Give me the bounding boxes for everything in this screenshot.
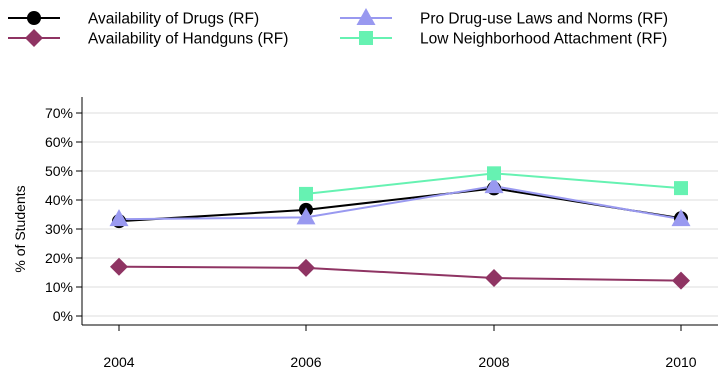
y-tick-label: 0% (53, 308, 73, 324)
x-ticks: 2004 2006 2008 2010 (103, 325, 696, 370)
legend-label: Pro Drug-use Laws and Norms (RF) (420, 11, 668, 28)
y-tick-label: 60% (45, 134, 73, 150)
y-tick-label: 10% (45, 279, 73, 295)
legend-label: Availability of Drugs (RF) (88, 11, 259, 28)
data-point (674, 181, 688, 195)
legend-marker (25, 29, 43, 47)
y-tick-label: 40% (45, 192, 73, 208)
legend-marker (27, 11, 41, 25)
legend-label: Low Neighborhood Attachment (RF) (420, 31, 667, 48)
series-line (119, 186, 681, 219)
y-tick-label: 20% (45, 250, 73, 266)
y-ticks: 0% 10% 20% 30% 40% 50% 60% 70% (45, 105, 82, 324)
x-tick-label: 2010 (665, 354, 696, 370)
y-tick-label: 50% (45, 163, 73, 179)
series-markers (110, 166, 691, 289)
legend-item: Low Neighborhood Attachment (RF) (340, 31, 667, 48)
series-line (119, 267, 681, 281)
data-point (485, 269, 503, 287)
data-point (487, 166, 501, 180)
data-point (110, 258, 128, 276)
grid-lines (82, 113, 718, 316)
y-tick-label: 30% (45, 221, 73, 237)
legend-item: Pro Drug-use Laws and Norms (RF) (340, 8, 668, 28)
x-tick-label: 2004 (103, 354, 134, 370)
y-tick-label: 70% (45, 105, 73, 121)
legend-label: Availability of Handguns (RF) (88, 31, 288, 48)
legend-item: Availability of Drugs (RF) (8, 11, 259, 28)
series-lines (119, 173, 681, 280)
legend-item: Availability of Handguns (RF) (8, 29, 288, 48)
data-point (299, 187, 313, 201)
legend-marker (359, 31, 373, 45)
data-point (297, 259, 315, 277)
data-point (110, 209, 129, 226)
x-tick-label: 2008 (478, 354, 509, 370)
y-axis-label: % of Students (12, 185, 28, 272)
axes (82, 97, 718, 325)
x-tick-label: 2006 (290, 354, 321, 370)
legend-marker (357, 8, 376, 25)
legend: Availability of Drugs (RF) Availability o… (8, 8, 668, 48)
